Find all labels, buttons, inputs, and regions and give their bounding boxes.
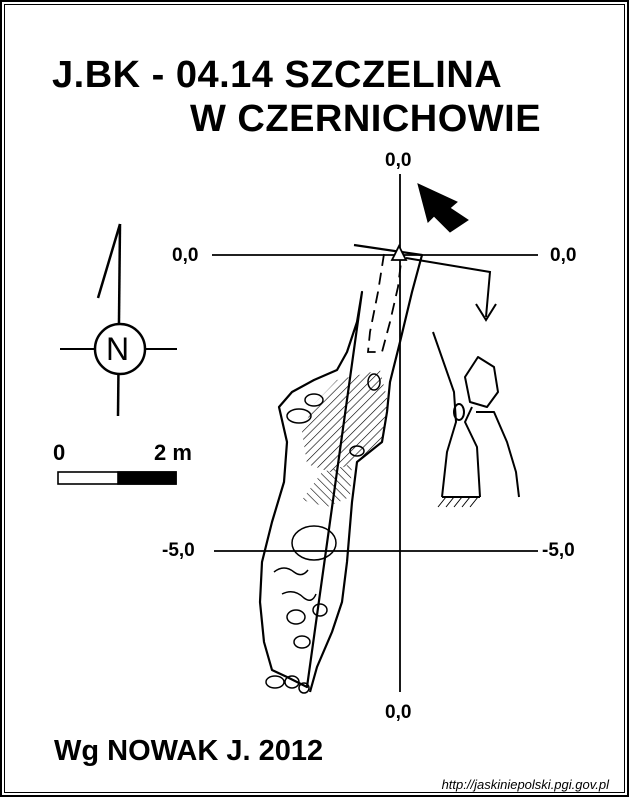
scale-max-label: 2 m [154, 440, 192, 465]
north-letter: N [106, 331, 130, 367]
survey-station-marker [390, 243, 408, 261]
title-line-1: J.BK - 04.14 SZCZELINA [52, 54, 503, 96]
grid-label-left-upper: 0,0 [172, 245, 199, 266]
entrance-direction-arrow [417, 183, 469, 233]
north-arrow [60, 223, 177, 417]
grid-label-bottom: 0,0 [385, 702, 412, 723]
scale-min-label: 0 [53, 440, 66, 465]
grid-label-right-lower: -5,0 [542, 540, 575, 561]
scale-bar [57, 471, 177, 485]
grid-label-top: 0,0 [385, 150, 412, 171]
grid-label-left-lower: -5,0 [162, 540, 195, 561]
grid-label-right-upper: 0,0 [550, 245, 577, 266]
author-credit: Wg NOWAK J. 2012 [54, 735, 324, 767]
title-line-2: W CZERNICHOWIE [190, 98, 542, 140]
source-url: http://jaskiniepolski.pgi.gov.pl [441, 777, 609, 792]
dashed-passage-line [367, 253, 403, 353]
boulders [265, 373, 381, 694]
cross-section-profile [432, 331, 520, 508]
floor-hatching [302, 370, 388, 507]
cross-section-line [405, 257, 497, 322]
compass-circle [93, 322, 147, 376]
